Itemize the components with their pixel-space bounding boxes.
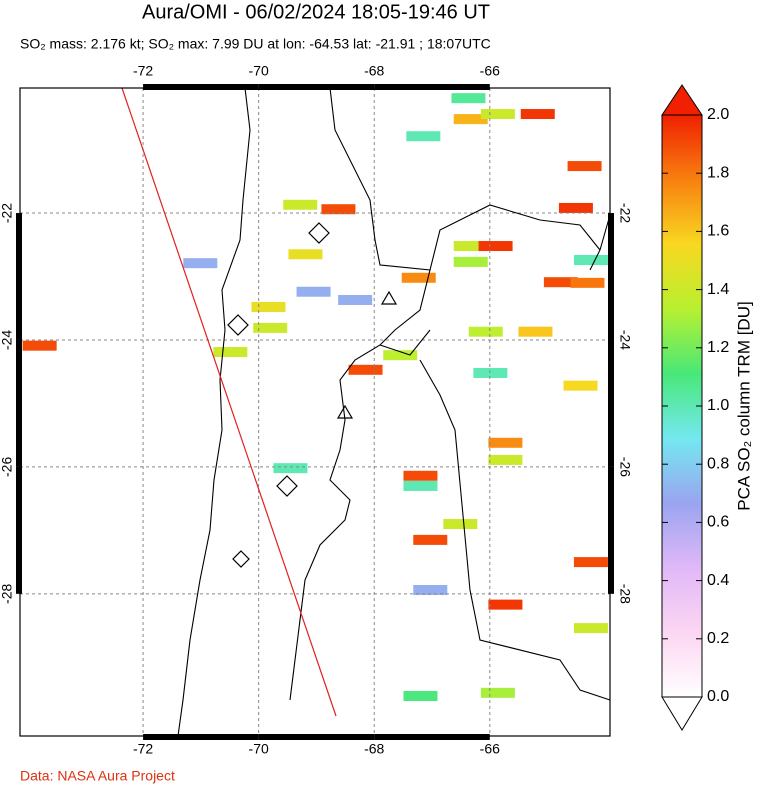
so2-pixel bbox=[488, 454, 523, 465]
x-tick-label-top: -68 bbox=[364, 63, 384, 79]
so2-pixel bbox=[558, 202, 593, 213]
footer: Data: NASA Aura Project bbox=[20, 768, 175, 784]
x-tick-label-bottom: -66 bbox=[480, 741, 500, 757]
map-area bbox=[20, 88, 610, 736]
so2-pixel bbox=[413, 534, 448, 545]
colorbar-over bbox=[661, 84, 703, 116]
colorbar-tick-label: 2.0 bbox=[707, 106, 729, 123]
frame-tick bbox=[374, 734, 490, 740]
so2-pixel bbox=[573, 623, 608, 634]
so2-pixel bbox=[413, 585, 448, 596]
so2-pixel bbox=[338, 294, 373, 305]
so2-pixel bbox=[570, 277, 605, 288]
volcano-markers bbox=[227, 222, 398, 568]
so2-pixel bbox=[480, 109, 515, 120]
colorbar-tick-label: 1.0 bbox=[707, 397, 729, 414]
y-tick-label-right: -28 bbox=[617, 584, 633, 604]
so2-pixel bbox=[251, 301, 286, 312]
frame-tick bbox=[608, 339, 614, 467]
so2-pixel bbox=[288, 249, 323, 260]
frame-tick bbox=[16, 466, 22, 594]
colorbar-tick-label: 0.2 bbox=[707, 630, 729, 647]
y-tick-label-right: -26 bbox=[617, 457, 633, 477]
colorbar-tick-label: 1.2 bbox=[707, 339, 729, 356]
so2-pixel bbox=[283, 199, 318, 210]
y-tick-label-left: -28 bbox=[0, 584, 15, 604]
so2-pixel bbox=[478, 241, 513, 252]
so2-pixel bbox=[273, 463, 308, 474]
x-tick-label-bottom: -68 bbox=[364, 741, 384, 757]
frame-tick bbox=[374, 84, 490, 90]
y-tick-label-left: -26 bbox=[0, 457, 15, 477]
grid bbox=[20, 88, 610, 736]
so2-pixel bbox=[403, 470, 438, 481]
frame-tick bbox=[608, 213, 614, 340]
so2-pixel bbox=[348, 364, 383, 375]
coastline bbox=[177, 87, 251, 737]
chart-subtitle: SO₂ mass: 2.176 kt; SO₂ max: 7.99 DU at … bbox=[20, 36, 491, 52]
so2-pixel bbox=[253, 322, 288, 333]
colorbar-tick-label: 0.4 bbox=[707, 572, 729, 589]
frame-tick bbox=[143, 734, 259, 740]
so2-pixel bbox=[453, 241, 488, 252]
so2-pixel bbox=[443, 519, 478, 530]
so2-pixel bbox=[563, 380, 598, 391]
so2-pixel bbox=[383, 350, 418, 361]
x-tick-label-top: -70 bbox=[249, 63, 269, 79]
so2-pixel bbox=[453, 256, 488, 267]
so2-pixel bbox=[468, 326, 503, 337]
so2-pixel bbox=[401, 272, 436, 283]
colorbar-tick-label: 0.0 bbox=[707, 688, 729, 705]
so2-pixel bbox=[183, 258, 218, 269]
x-tick-label-top: -66 bbox=[480, 63, 500, 79]
chart-title: Aura/OMI - 06/02/2024 18:05-19:46 UT bbox=[142, 1, 490, 23]
so2-pixel bbox=[567, 161, 602, 172]
so2-pixel bbox=[22, 340, 57, 351]
so2-pixel bbox=[406, 131, 441, 142]
colorbar-under bbox=[661, 696, 703, 731]
y-tick-label-right: -24 bbox=[617, 330, 633, 350]
x-tick-label-bottom: -72 bbox=[133, 741, 153, 757]
frame-tick bbox=[16, 213, 22, 340]
so2-pixel bbox=[480, 687, 515, 698]
so2-pixel bbox=[403, 691, 438, 702]
so2-pixel bbox=[453, 114, 488, 125]
so2-pixel bbox=[403, 480, 438, 491]
y-tick-label-right: -22 bbox=[617, 203, 633, 223]
y-tick-label-left: -22 bbox=[0, 203, 15, 223]
so2-pixel bbox=[296, 286, 331, 297]
frame-tick bbox=[258, 734, 375, 740]
colorbar-tick-label: 0.8 bbox=[707, 455, 729, 472]
border bbox=[289, 87, 431, 701]
orbit-track bbox=[121, 87, 337, 717]
so2-pixel bbox=[573, 254, 608, 265]
colorbar-tick-label: 1.4 bbox=[707, 281, 729, 298]
x-tick-label-top: -72 bbox=[133, 63, 153, 79]
so2-pixel bbox=[451, 93, 486, 104]
so2-pixel bbox=[520, 109, 555, 120]
so2-pixel bbox=[321, 204, 356, 215]
so2-pixel bbox=[518, 326, 553, 337]
so2-pixel bbox=[543, 277, 578, 288]
so2-pixel bbox=[488, 599, 523, 610]
so2-pixel bbox=[213, 347, 248, 358]
pixel-layer bbox=[22, 93, 608, 702]
y-tick-label-left: -24 bbox=[0, 330, 15, 350]
so2-pixel bbox=[573, 557, 608, 568]
border bbox=[379, 329, 611, 701]
x-tick-label-bottom: -70 bbox=[249, 741, 269, 757]
colorbar-label: PCA SO₂ column TRM [DU] bbox=[734, 301, 753, 510]
so2-pixel bbox=[488, 437, 523, 448]
colorbar-tick-label: 1.8 bbox=[707, 164, 729, 181]
colorbar-tick-label: 0.6 bbox=[707, 514, 729, 531]
frame-tick bbox=[608, 466, 614, 594]
frame-tick bbox=[258, 84, 375, 90]
so2-pixel bbox=[473, 367, 508, 378]
colorbar-tick-label: 1.6 bbox=[707, 223, 729, 240]
frame-tick bbox=[143, 84, 259, 90]
frame-tick bbox=[16, 339, 22, 467]
